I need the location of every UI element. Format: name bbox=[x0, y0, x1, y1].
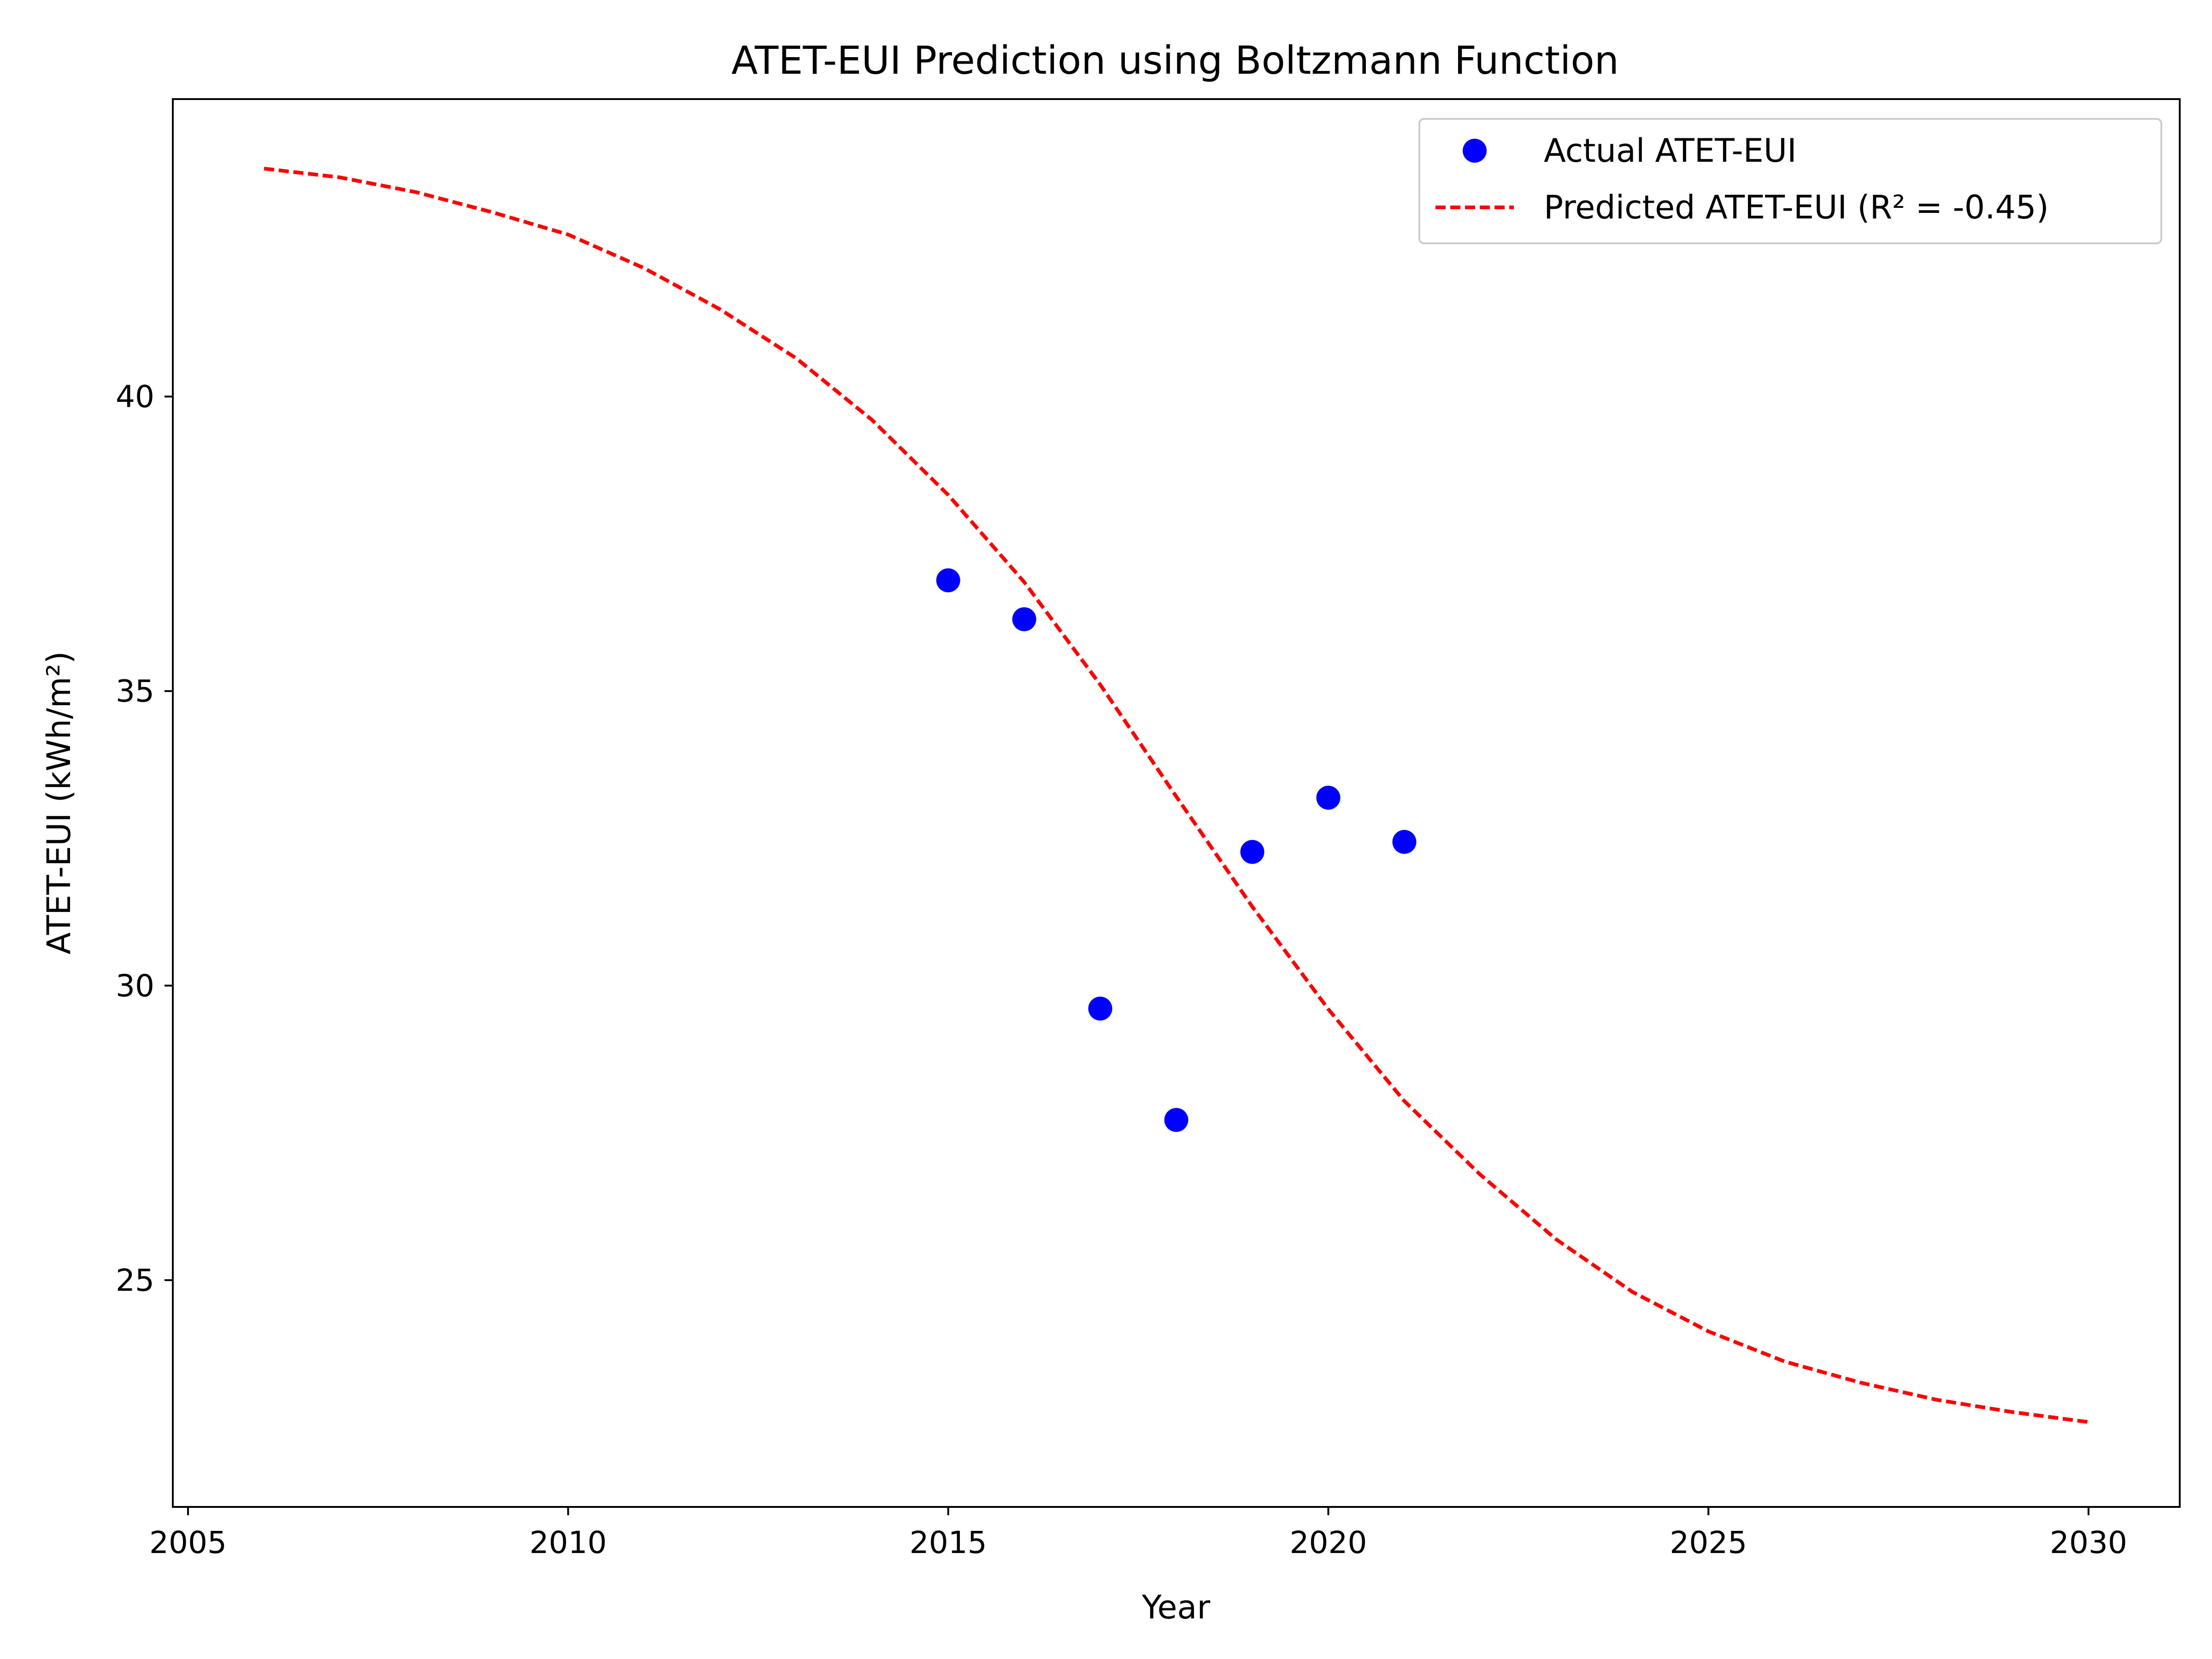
legend-marker-actual bbox=[1463, 139, 1487, 163]
x-tick-label: 2025 bbox=[1670, 1525, 1747, 1560]
x-tick-label: 2015 bbox=[910, 1525, 987, 1560]
actual-data-point bbox=[1012, 607, 1036, 631]
actual-data-point bbox=[1088, 996, 1112, 1021]
actual-data-point bbox=[936, 568, 960, 593]
y-tick-label: 30 bbox=[116, 968, 154, 1004]
actual-data-point bbox=[1240, 840, 1265, 864]
predicted-series-line bbox=[264, 166, 2089, 1424]
x-tick-label: 2005 bbox=[149, 1525, 227, 1560]
x-tick-label: 2020 bbox=[1289, 1525, 1367, 1560]
y-tick-label: 25 bbox=[116, 1263, 154, 1298]
x-tick-label: 2010 bbox=[529, 1525, 607, 1560]
y-axis-label: ATET-EUI (kWh/m²) bbox=[40, 651, 78, 954]
ticks-layer: 2005 2010 2015 2020 2025 2030 25 30 35 40 bbox=[116, 379, 2127, 1560]
legend-label-actual: Actual ATET-EUI bbox=[1544, 132, 1797, 170]
actual-data-point bbox=[1164, 1108, 1188, 1132]
x-tick-label: 2030 bbox=[2050, 1525, 2127, 1560]
legend: Actual ATET-EUI Predicted ATET-EUI (R² =… bbox=[1418, 118, 2162, 244]
chart-title: ATET-EUI Prediction using Boltzmann Func… bbox=[731, 38, 1619, 83]
x-axis-label: Year bbox=[1141, 1588, 1210, 1626]
y-tick-label: 40 bbox=[116, 379, 154, 415]
legend-label-predicted: Predicted ATET-EUI (R² = -0.45) bbox=[1544, 188, 2049, 226]
plot-layer bbox=[264, 166, 2089, 1424]
y-tick-label: 35 bbox=[116, 674, 154, 709]
actual-data-point bbox=[1392, 830, 1417, 854]
actual-data-point bbox=[1316, 786, 1341, 810]
plot-frame bbox=[172, 98, 2181, 1508]
legend-box bbox=[1418, 118, 2162, 244]
